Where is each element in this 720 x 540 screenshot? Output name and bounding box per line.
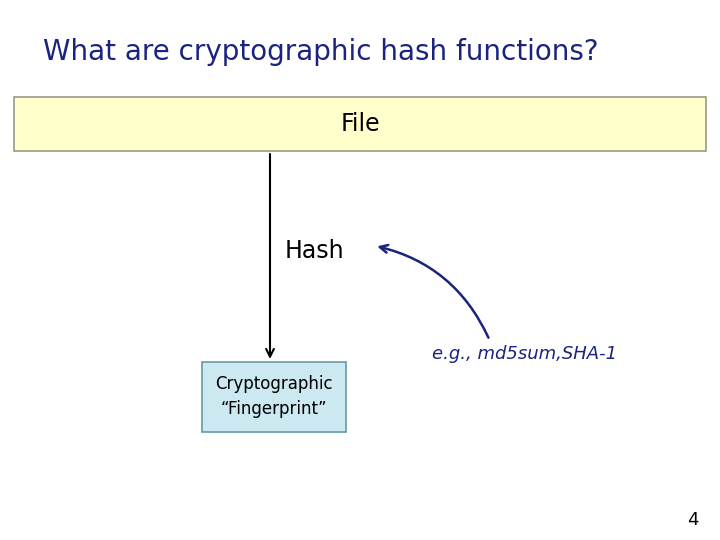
Text: Hash: Hash xyxy=(284,239,344,263)
FancyBboxPatch shape xyxy=(14,97,706,151)
Text: Cryptographic
“Fingerprint”: Cryptographic “Fingerprint” xyxy=(215,375,333,418)
Text: e.g., md5sum,SHA-1: e.g., md5sum,SHA-1 xyxy=(432,345,617,363)
Text: 4: 4 xyxy=(687,511,698,529)
FancyBboxPatch shape xyxy=(202,362,346,432)
Text: What are cryptographic hash functions?: What are cryptographic hash functions? xyxy=(43,38,599,66)
Text: File: File xyxy=(340,112,380,136)
